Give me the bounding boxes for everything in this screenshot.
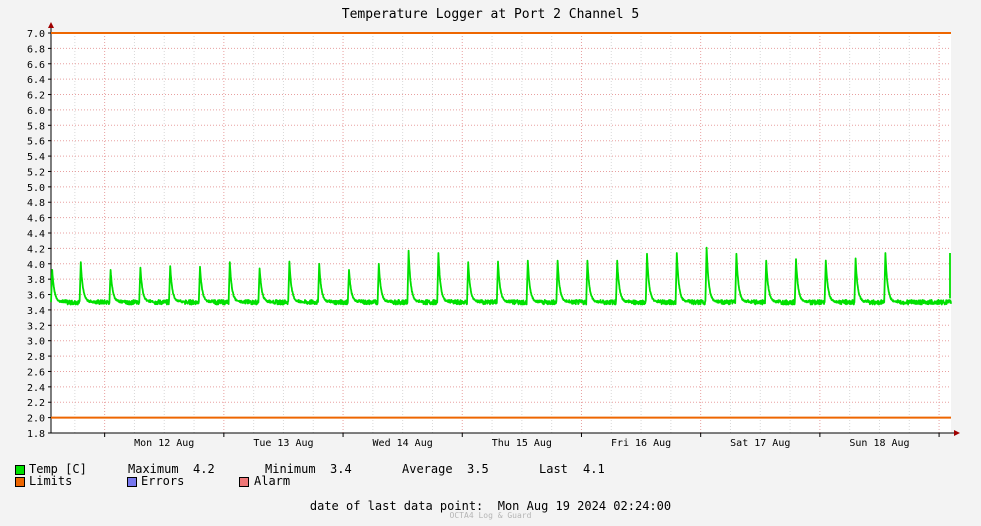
y-tick-label: 3.2: [27, 321, 45, 332]
x-tick-label: Wed 14 Aug: [373, 438, 433, 449]
y-tick-label: 4.6: [27, 214, 45, 225]
last-data-point-date: date of last data point: Mon Aug 19 2024…: [309, 499, 672, 513]
y-tick-label: 7.0: [27, 29, 45, 40]
maximum-value: 4.2: [193, 462, 215, 476]
y-tick-label: 4.0: [27, 260, 45, 271]
y-tick-label: 4.2: [27, 244, 45, 255]
y-tick-label: 2.4: [27, 383, 45, 394]
y-tick-label: 5.6: [27, 137, 45, 148]
x-tick-label: Tue 13 Aug: [253, 438, 313, 449]
minimum-label: Minimum: [265, 462, 316, 476]
y-tick-label: 6.6: [27, 60, 45, 71]
y-tick-label: 6.2: [27, 91, 45, 102]
y-tick-label: 2.6: [27, 367, 45, 378]
x-tick-label: Fri 16 Aug: [611, 438, 671, 449]
average-label: Average: [402, 462, 453, 476]
errors-swatch: [127, 477, 137, 487]
errors-legend-label: Errors: [141, 474, 185, 488]
y-tick-label: 2.8: [27, 352, 45, 363]
y-tick-label: 1.8: [27, 429, 45, 440]
y-tick-label: 3.6: [27, 291, 45, 302]
y-tick-label: 4.4: [27, 229, 45, 240]
y-tick-label: 5.0: [27, 183, 45, 194]
y-tick-label: 6.0: [27, 106, 45, 117]
temp-legend-label: Temp [C]: [29, 462, 87, 476]
y-tick-label: 4.8: [27, 198, 45, 209]
y-tick-label: 5.8: [27, 121, 45, 132]
y-tick-label: 3.4: [27, 306, 45, 317]
x-tick-label: Sun 18 Aug: [849, 438, 909, 449]
y-tick-label: 3.0: [27, 337, 45, 348]
y-tick-label: 3.8: [27, 275, 45, 286]
x-tick-label: Mon 12 Aug: [134, 438, 194, 449]
minimum-value: 3.4: [330, 462, 352, 476]
temp-series-line: [50, 246, 952, 306]
temp-swatch: [15, 465, 25, 475]
x-tick-label: Thu 15 Aug: [492, 438, 552, 449]
last-label: Last: [539, 462, 568, 476]
y-tick-label: 2.0: [27, 414, 45, 425]
average-value: 3.5: [467, 462, 489, 476]
watermark: OCTA4 Log & Guard: [449, 511, 532, 520]
limits-swatch: [15, 477, 25, 487]
y-axis-arrow: [48, 22, 54, 28]
last-value: 4.1: [583, 462, 605, 476]
maximum-label: Maximum: [128, 462, 179, 476]
y-tick-label: 5.2: [27, 167, 45, 178]
x-tick-label: Sat 17 Aug: [730, 438, 790, 449]
y-tick-label: 6.4: [27, 75, 45, 86]
alarm-swatch: [239, 477, 249, 487]
y-tick-label: 6.8: [27, 44, 45, 55]
y-tick-label: 5.4: [27, 152, 45, 163]
alarm-legend-label: Alarm: [254, 474, 291, 488]
chart-title: Temperature Logger at Port 2 Channel 5: [342, 7, 639, 22]
x-axis-arrow: [954, 430, 960, 436]
limits-legend-label: Limits: [29, 474, 73, 488]
y-tick-label: 2.2: [27, 398, 45, 409]
